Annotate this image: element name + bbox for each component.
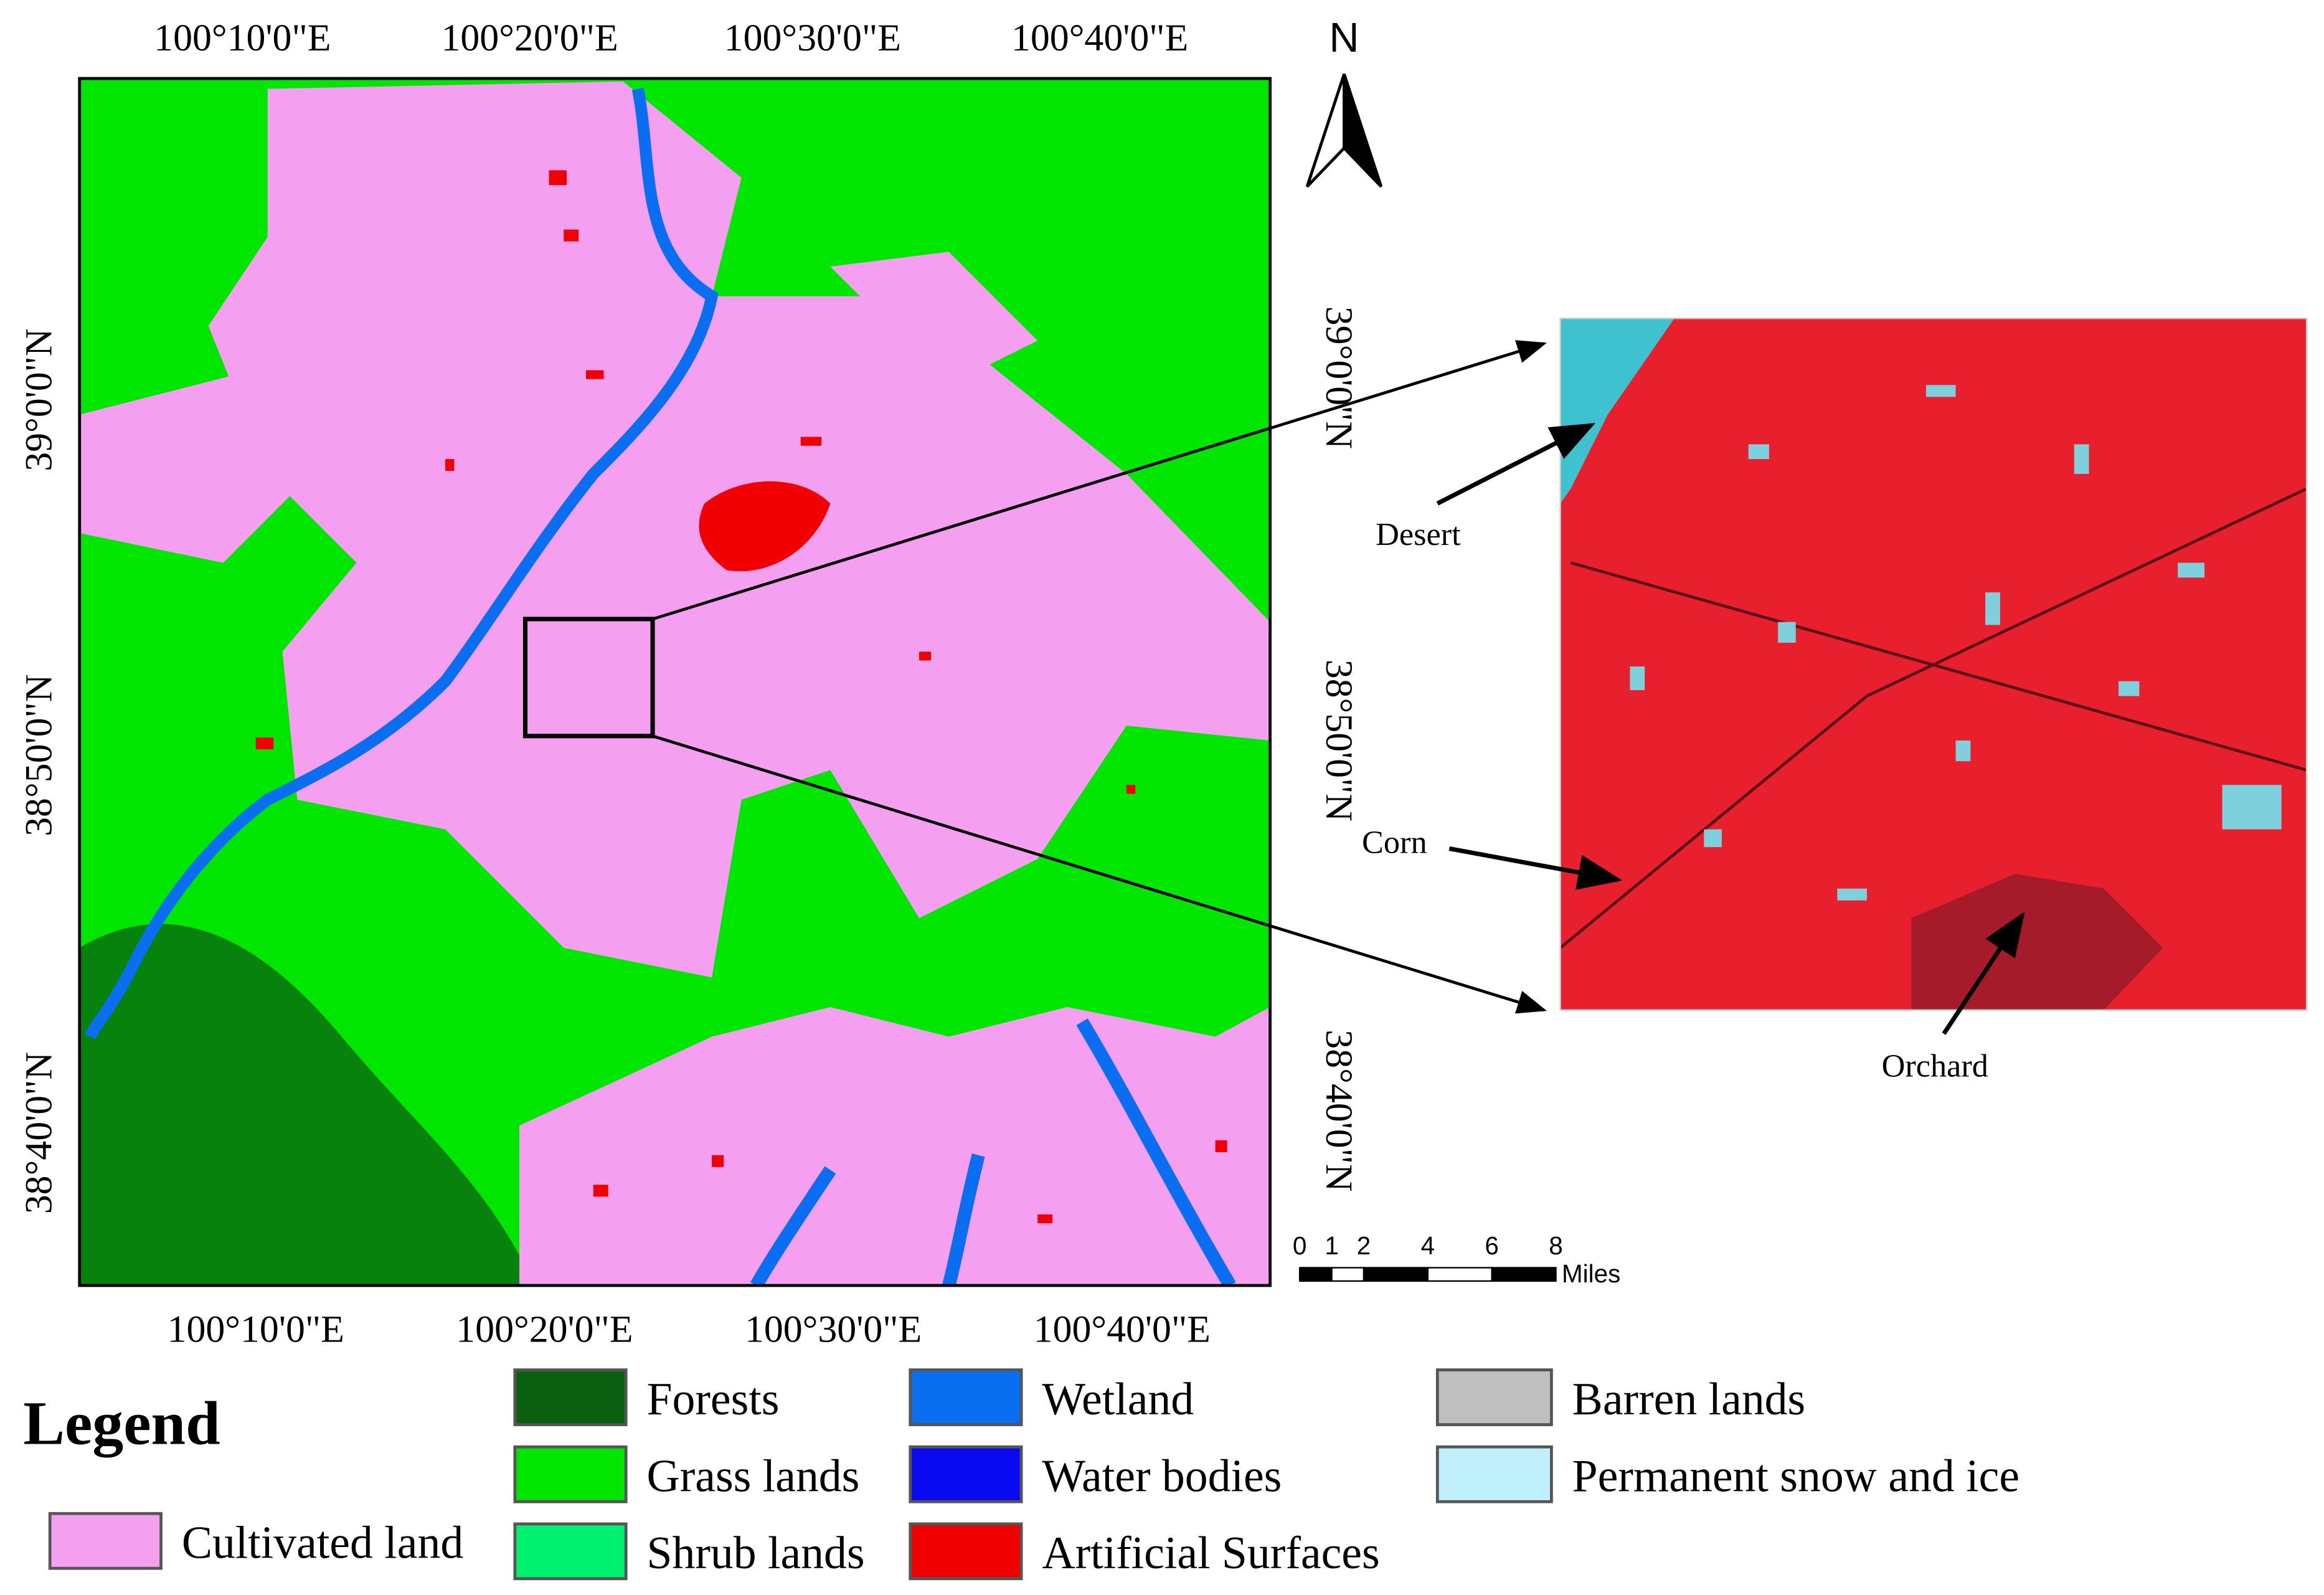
wetland-river [750, 1018, 1236, 1286]
legend-title: Legend [23, 1388, 220, 1457]
forest-area [79, 924, 534, 1286]
legend-swatch [48, 1512, 163, 1570]
scale-label: 2 [1357, 1231, 1371, 1260]
legend-swatch [513, 1368, 628, 1426]
annotation-arrow [1448, 846, 1623, 890]
land-cover-map [79, 78, 1270, 1286]
scale-label: 4 [1421, 1231, 1435, 1260]
longitude-label: 100°30'0"E [724, 17, 901, 59]
latitude-label: 39°0'0"N [18, 328, 60, 471]
latitude-label: 39°0'0"N [1318, 306, 1360, 449]
legend-label: Forests [646, 1373, 779, 1424]
legend-label: Artificial Surfaces [1042, 1527, 1379, 1578]
latitude-label: 38°40'0"N [18, 1052, 60, 1214]
legend-label: Shrub lands [646, 1527, 864, 1578]
cultivated-area [79, 370, 342, 563]
longitude-label: 100°20'0"E [456, 1308, 633, 1350]
cultivated-area [519, 1006, 1270, 1286]
scale-segment [1298, 1267, 1333, 1282]
wetland-river [84, 87, 719, 1039]
inset-label: Corn [1362, 825, 1427, 861]
map-frame [78, 77, 1272, 1287]
inset-label: Desert [1376, 516, 1461, 552]
urban-area [699, 481, 831, 572]
scale-unit: Miles [1562, 1259, 1620, 1288]
legend-label: Cultivated land [182, 1517, 463, 1568]
annotation-arrow [1436, 423, 1595, 506]
legend-swatch [513, 1522, 628, 1581]
longitude-label: 100°20'0"E [441, 17, 618, 59]
latitude-label: 38°50'0"N [18, 674, 60, 836]
scale-label: 6 [1485, 1231, 1498, 1260]
cultivated-area [830, 252, 1038, 386]
scale-label: 1 [1325, 1231, 1338, 1260]
north-arrow-right [1343, 73, 1383, 188]
longitude-label: 100°10'0"E [168, 1308, 344, 1350]
longitude-label: 100°30'0"E [745, 1308, 922, 1350]
legend-label: Grass lands [646, 1451, 859, 1502]
zoom-arrow [652, 734, 1547, 1014]
legend-swatch [909, 1445, 1023, 1503]
legend-swatch [909, 1522, 1023, 1581]
north-arrow-left [1305, 73, 1346, 188]
north-label: N [1329, 15, 1359, 61]
scale-segment [1427, 1267, 1493, 1282]
legend-label: Permanent snow and ice [1572, 1451, 2019, 1502]
scale-segment [1491, 1267, 1557, 1282]
legend-swatch [1435, 1368, 1553, 1426]
zoom-box [522, 617, 655, 739]
desert-patch [1560, 318, 1675, 504]
inset-frame [1559, 318, 2308, 1011]
legend-swatch [909, 1368, 1023, 1426]
longitude-label: 100°40'0"E [1034, 1308, 1211, 1350]
annotation-arrow [1942, 911, 2025, 1035]
north-arrow: N [1305, 15, 1383, 188]
inset-image [1559, 318, 2308, 1011]
longitude-label: 100°10'0"E [154, 17, 331, 59]
latitude-label: 38°40'0"N [1318, 1029, 1360, 1191]
scale-label: 0 [1293, 1231, 1306, 1260]
legend-swatch [513, 1445, 628, 1503]
orchard-patch [1911, 873, 2163, 1010]
settlements [255, 170, 1227, 1224]
legend-label: Water bodies [1042, 1451, 1282, 1502]
roads [1559, 487, 2308, 949]
longitude-label: 100°40'0"E [1011, 17, 1188, 59]
scale-label: 8 [1549, 1231, 1562, 1260]
legend-label: Wetland [1042, 1373, 1194, 1424]
bright-fields [1630, 385, 2282, 901]
zoom-arrow [652, 340, 1547, 621]
inset-label: Orchard [1882, 1048, 1988, 1084]
legend: Cultivated land Forests Grass lands Shrub l… [48, 1368, 2019, 1581]
scale-segment [1331, 1267, 1365, 1282]
latitude-label: 38°50'0"N [1318, 660, 1360, 821]
scale-segment [1363, 1267, 1429, 1282]
legend-label: Barren lands [1572, 1373, 1806, 1424]
legend-swatch [1435, 1445, 1553, 1503]
